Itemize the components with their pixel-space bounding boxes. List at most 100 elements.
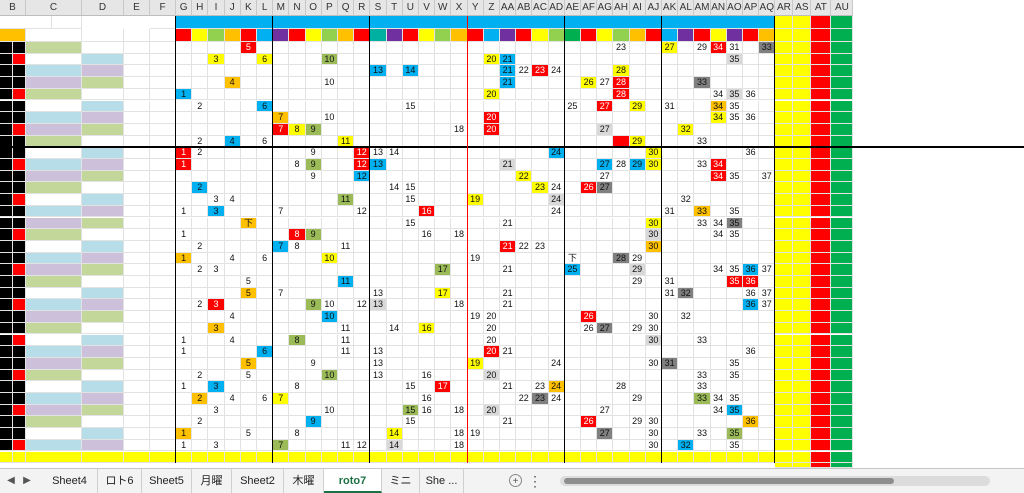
- number-cell[interactable]: [338, 393, 355, 405]
- number-cell[interactable]: [743, 65, 760, 78]
- number-cell[interactable]: [581, 428, 598, 440]
- number-cell[interactable]: [224, 112, 241, 124]
- number-cell[interactable]: [240, 147, 257, 159]
- number-cell[interactable]: 29: [629, 252, 646, 265]
- number-cell[interactable]: [354, 217, 371, 230]
- number-cell[interactable]: [224, 205, 241, 218]
- number-cell[interactable]: [726, 334, 743, 347]
- number-cell[interactable]: 32: [678, 287, 695, 300]
- number-cell[interactable]: [208, 42, 225, 54]
- number-cell[interactable]: [273, 404, 290, 417]
- number-cell[interactable]: [338, 159, 355, 171]
- number-cell[interactable]: [694, 346, 711, 358]
- number-cell[interactable]: [759, 322, 776, 335]
- column-header-l[interactable]: L: [257, 0, 274, 16]
- number-cell[interactable]: 下: [564, 252, 581, 265]
- number-cell[interactable]: [257, 311, 274, 323]
- number-cell[interactable]: [678, 65, 695, 78]
- number-cell[interactable]: [597, 276, 614, 288]
- number-cell[interactable]: [321, 42, 338, 54]
- number-cell[interactable]: 20: [483, 311, 500, 323]
- number-cell[interactable]: [370, 276, 387, 288]
- number-cell[interactable]: [402, 77, 419, 89]
- number-cell[interactable]: [759, 252, 776, 265]
- number-cell[interactable]: [402, 123, 419, 136]
- number-cell[interactable]: [192, 311, 209, 323]
- number-cell[interactable]: 13: [370, 346, 387, 358]
- number-cell[interactable]: [613, 100, 630, 113]
- number-cell[interactable]: [564, 299, 581, 312]
- number-cell[interactable]: [483, 299, 500, 312]
- number-cell[interactable]: [208, 393, 225, 405]
- number-cell[interactable]: [581, 404, 598, 417]
- number-cell[interactable]: [662, 88, 679, 101]
- number-cell[interactable]: [305, 334, 322, 347]
- number-cell[interactable]: [467, 159, 484, 171]
- number-cell[interactable]: [240, 393, 257, 405]
- number-cell[interactable]: [759, 428, 776, 440]
- number-cell[interactable]: [208, 311, 225, 323]
- number-cell[interactable]: [370, 123, 387, 136]
- number-cell[interactable]: [386, 112, 403, 124]
- number-cell[interactable]: [532, 194, 549, 206]
- number-cell[interactable]: [386, 229, 403, 241]
- number-cell[interactable]: [548, 123, 565, 136]
- number-cell[interactable]: [435, 322, 452, 335]
- number-cell[interactable]: [305, 264, 322, 276]
- number-cell[interactable]: [402, 276, 419, 288]
- number-cell[interactable]: [516, 428, 533, 440]
- number-cell[interactable]: [564, 439, 581, 452]
- number-cell[interactable]: [581, 381, 598, 393]
- number-cell[interactable]: [386, 334, 403, 347]
- number-cell[interactable]: 35: [726, 100, 743, 113]
- column-header-u[interactable]: U: [402, 0, 419, 16]
- number-cell[interactable]: [564, 159, 581, 171]
- number-cell[interactable]: [629, 357, 646, 370]
- number-cell[interactable]: [354, 357, 371, 370]
- number-cell[interactable]: [451, 381, 468, 393]
- number-cell[interactable]: [338, 416, 355, 429]
- number-cell[interactable]: [338, 229, 355, 241]
- number-cell[interactable]: [435, 123, 452, 136]
- number-cell[interactable]: [613, 428, 630, 440]
- number-cell[interactable]: 13: [370, 159, 387, 171]
- number-cell[interactable]: 9: [305, 357, 322, 370]
- number-cell[interactable]: [467, 112, 484, 124]
- number-cell[interactable]: [564, 194, 581, 206]
- number-cell[interactable]: 33: [694, 217, 711, 230]
- number-cell[interactable]: [548, 252, 565, 265]
- number-cell[interactable]: [451, 170, 468, 183]
- number-cell[interactable]: [370, 311, 387, 323]
- number-cell[interactable]: 29: [629, 416, 646, 429]
- number-cell[interactable]: [759, 88, 776, 101]
- number-cell[interactable]: [192, 428, 209, 440]
- number-cell[interactable]: 24: [548, 65, 565, 78]
- number-cell[interactable]: [435, 357, 452, 370]
- number-cell[interactable]: [516, 334, 533, 347]
- number-cell[interactable]: [759, 77, 776, 89]
- number-cell[interactable]: 11: [338, 346, 355, 358]
- number-cell[interactable]: 7: [273, 205, 290, 218]
- number-cell[interactable]: [224, 439, 241, 452]
- number-cell[interactable]: 4: [224, 311, 241, 323]
- number-cell[interactable]: 5: [240, 357, 257, 370]
- number-cell[interactable]: [289, 182, 306, 195]
- number-cell[interactable]: [224, 100, 241, 113]
- number-cell[interactable]: 13: [370, 65, 387, 78]
- number-cell[interactable]: [321, 428, 338, 440]
- number-cell[interactable]: 36: [743, 287, 760, 300]
- number-cell[interactable]: [419, 159, 436, 171]
- number-cell[interactable]: 15: [402, 416, 419, 429]
- number-cell[interactable]: [743, 322, 760, 335]
- number-cell[interactable]: [467, 182, 484, 195]
- number-cell[interactable]: [386, 100, 403, 113]
- number-cell[interactable]: [710, 428, 727, 440]
- number-cell[interactable]: [597, 264, 614, 276]
- number-cell[interactable]: 15: [402, 217, 419, 230]
- number-cell[interactable]: [759, 346, 776, 358]
- number-cell[interactable]: [678, 334, 695, 347]
- number-cell[interactable]: [402, 112, 419, 124]
- number-cell[interactable]: [176, 100, 193, 113]
- number-cell[interactable]: [645, 42, 662, 54]
- number-cell[interactable]: [354, 416, 371, 429]
